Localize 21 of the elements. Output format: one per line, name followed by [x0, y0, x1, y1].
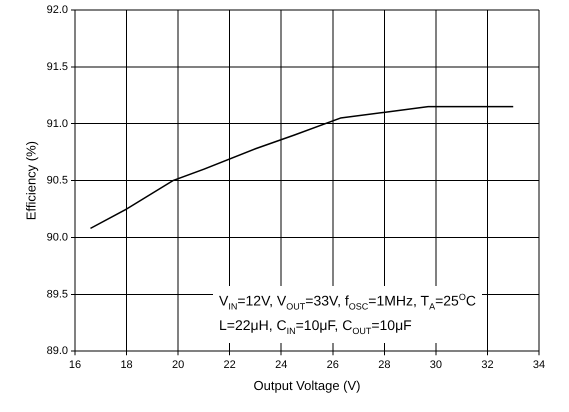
y-tick-label: 91.5 — [46, 60, 68, 73]
x-tick-label: 32 — [481, 358, 494, 371]
x-tick-label: 16 — [68, 358, 82, 371]
y-tick-label: 90.0 — [46, 232, 68, 244]
annotation: L=22μH, C$_{IN}$=10μF, C$_{OUT}$=10μF — [219, 317, 412, 336]
x-tick-label: 26 — [326, 358, 339, 371]
x-tick-label: 24 — [275, 358, 288, 371]
x-axis-title: Output Voltage (V) — [254, 378, 360, 393]
y-tick-label: 89.5 — [46, 288, 68, 300]
y-tick-label: 91.0 — [46, 118, 68, 130]
x-tick-label: 34 — [532, 358, 546, 371]
y-tick-label: 90.5 — [46, 174, 68, 187]
y-axis-title: Efficiency (%) — [23, 140, 38, 220]
text: V$_{IN}$=12V, V$_{OUT}$=33V, f$_{OSC}$=1MHz, T$_{A}$=25$^{O}$C — [219, 292, 476, 312]
y-tick-label: 89.0 — [46, 345, 68, 358]
y-tick-label: 92.0 — [46, 4, 68, 16]
x-tick-label: 30 — [430, 358, 442, 371]
x-tick-label: 18 — [120, 358, 133, 371]
x-tick-label: 20 — [172, 358, 184, 371]
x-tick-label: 28 — [378, 358, 390, 371]
x-tick-label: 22 — [224, 358, 236, 371]
